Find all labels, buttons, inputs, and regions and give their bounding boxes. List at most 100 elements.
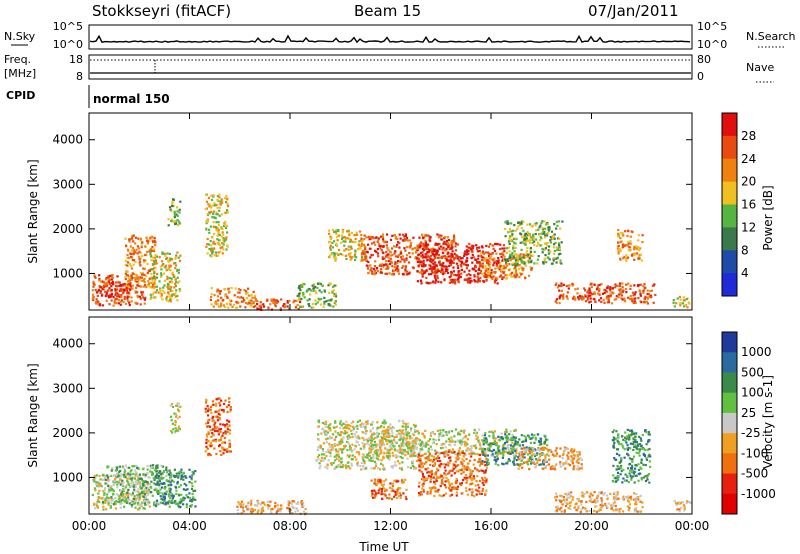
- echo-cell: [629, 295, 632, 298]
- echo-cell: [240, 300, 243, 303]
- echo-cell: [126, 295, 129, 298]
- echo-cell: [205, 245, 208, 248]
- echo-cell: [156, 482, 159, 485]
- echo-cell: [588, 291, 591, 294]
- echo-cell: [334, 430, 337, 433]
- echo-cell: [303, 296, 306, 299]
- echo-cell: [495, 264, 498, 267]
- echo-cell: [475, 431, 479, 434]
- echo-cell: [306, 299, 309, 302]
- echo-cell: [128, 498, 131, 501]
- echo-cell: [383, 466, 386, 469]
- echo-cell: [628, 246, 631, 249]
- echo-cell: [155, 285, 159, 288]
- echo-cell: [217, 417, 220, 420]
- echo-cell: [366, 456, 369, 459]
- echo-cell: [606, 295, 609, 298]
- echo-cell: [522, 236, 525, 239]
- echo-cell: [247, 294, 250, 297]
- echo-cell: [422, 265, 425, 268]
- echo-cell: [423, 272, 426, 275]
- echo-cell: [523, 262, 526, 265]
- echo-cell: [130, 494, 133, 497]
- echo-cell: [627, 240, 630, 243]
- echo-cell: [416, 280, 419, 283]
- echo-cell: [116, 285, 119, 288]
- echo-cell: [497, 452, 500, 455]
- echo-cell: [343, 244, 346, 247]
- echo-cell: [457, 281, 460, 284]
- echo-cell: [376, 252, 379, 255]
- echo-cell: [587, 289, 590, 292]
- echo-cell: [384, 490, 387, 493]
- echo-cell: [471, 244, 474, 247]
- echo-cell: [350, 462, 353, 465]
- echo-cell: [218, 445, 221, 448]
- echo-cell: [171, 281, 174, 284]
- echo-cell: [136, 494, 139, 497]
- echo-cell: [355, 233, 359, 236]
- echo-cell: [127, 299, 130, 302]
- echo-cell: [421, 275, 424, 278]
- echo-cell: [425, 247, 428, 251]
- echo-cell: [174, 295, 177, 298]
- echo-cell: [138, 255, 141, 258]
- echo-cell: [131, 473, 134, 476]
- echo-cell: [465, 434, 468, 438]
- echo-cell: [430, 469, 433, 472]
- echo-cell: [132, 490, 135, 493]
- echo-cell: [430, 251, 433, 254]
- echo-cell: [555, 301, 558, 304]
- echo-cell: [329, 452, 332, 455]
- echo-cell: [223, 441, 227, 444]
- echo-cell: [397, 450, 400, 453]
- echo-cell: [250, 499, 253, 502]
- echo-cell: [99, 478, 102, 481]
- echo-cell: [454, 257, 457, 260]
- echo-cell: [141, 291, 145, 294]
- echo-cell: [376, 435, 379, 438]
- echo-cell: [107, 294, 110, 298]
- echo-cell: [154, 291, 158, 294]
- echo-cell: [628, 249, 632, 252]
- echo-cell: [348, 233, 351, 237]
- colorbar-tick-label: 12: [741, 220, 756, 234]
- echo-cell: [404, 443, 407, 446]
- echo-cell: [174, 292, 177, 295]
- echo-cell: [488, 430, 491, 433]
- echo-cell: [629, 287, 632, 290]
- echo-cell: [450, 493, 454, 496]
- echo-cell: [425, 269, 428, 272]
- echo-cell: [136, 490, 139, 493]
- echo-cell: [107, 503, 110, 506]
- echo-cell: [517, 221, 520, 224]
- echo-cell: [471, 247, 474, 250]
- echo-cell: [316, 286, 319, 289]
- echo-cell: [543, 236, 547, 239]
- echo-cell: [314, 285, 317, 288]
- echo-cell: [338, 440, 341, 443]
- echo-cell: [91, 289, 94, 292]
- echo-cell: [93, 475, 96, 478]
- echo-cell: [553, 237, 556, 240]
- echo-cell: [490, 269, 493, 272]
- echo-cell: [379, 247, 382, 250]
- echo-cell: [169, 471, 172, 474]
- echo-cell: [190, 487, 194, 490]
- echo-cell: [341, 451, 344, 454]
- echo-cell: [398, 429, 401, 432]
- echo-cell: [154, 488, 157, 491]
- echo-cell: [511, 233, 514, 236]
- echo-cell: [530, 268, 533, 271]
- echo-cell: [216, 290, 219, 293]
- echo-cell: [167, 283, 170, 286]
- echo-cell: [171, 202, 174, 205]
- echo-cell: [515, 455, 518, 458]
- echo-cell: [458, 256, 461, 259]
- echo-cell: [274, 303, 277, 306]
- echo-cell: [126, 477, 129, 480]
- echo-cell: [143, 493, 146, 496]
- echo-cell: [104, 501, 107, 504]
- echo-cell: [208, 228, 211, 231]
- echo-cell: [270, 511, 273, 514]
